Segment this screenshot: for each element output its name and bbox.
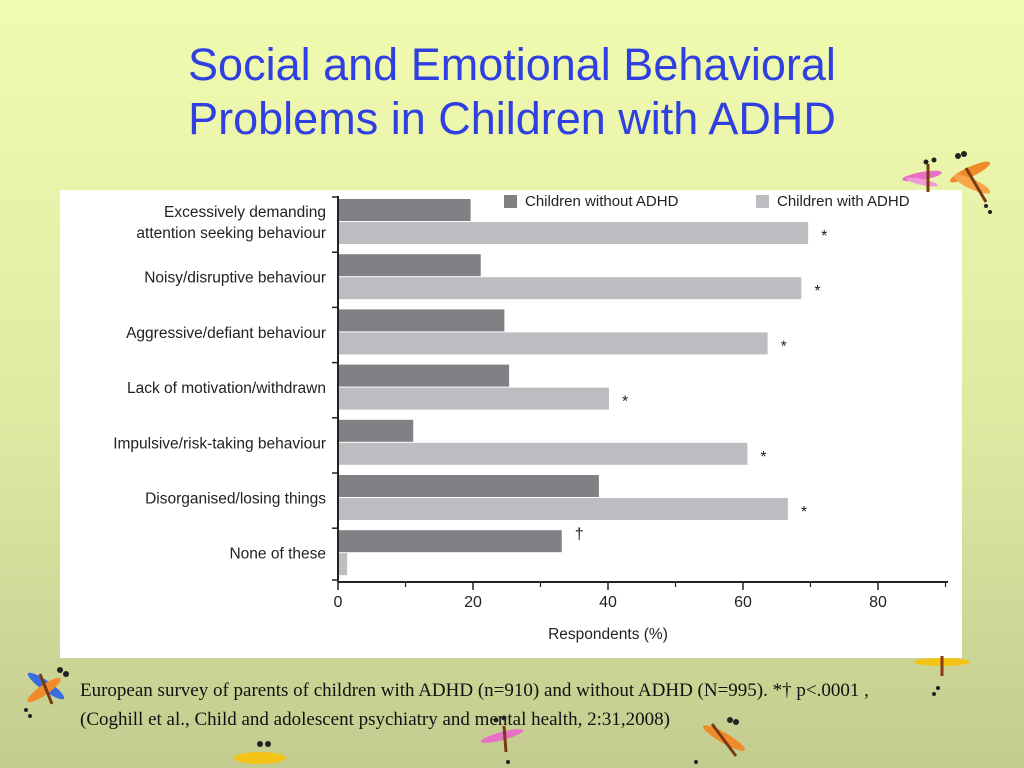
slide-title-line-1: Social and Emotional Behavioral	[188, 39, 836, 90]
significance-marker: *	[821, 228, 827, 245]
dragonfly-icon	[24, 667, 69, 718]
category-label: Excessively demanding	[164, 204, 326, 221]
survey-caption: European survey of parents of children w…	[80, 680, 869, 730]
significance-marker: *	[801, 504, 807, 521]
significance-marker: *	[814, 283, 820, 300]
dragonfly-icon	[234, 741, 286, 764]
significance-marker: †	[575, 526, 584, 543]
category-label: Impulsive/risk-taking behaviour	[113, 435, 326, 452]
dragonfly-icon	[480, 715, 524, 764]
category-label: Aggressive/defiant behaviour	[126, 325, 326, 342]
dragonfly-icon	[902, 151, 992, 214]
legend-label: Children with ADHD	[777, 193, 910, 210]
bar-with-adhd	[339, 277, 802, 300]
bar-with-adhd	[339, 222, 809, 244]
category-label: Lack of motivation/withdrawn	[127, 380, 326, 397]
dragonfly-icon	[694, 717, 745, 764]
bar-with-adhd	[339, 387, 609, 410]
bar-without-adhd	[339, 254, 481, 277]
bar-with-adhd	[339, 442, 748, 465]
significance-marker: *	[622, 394, 628, 411]
bar-with-adhd	[339, 498, 788, 520]
category-label: None of these	[229, 546, 326, 563]
bar-with-adhd	[339, 332, 768, 355]
bar-without-adhd	[339, 475, 599, 497]
x-tick-label: 40	[599, 594, 617, 611]
bar-without-adhd	[339, 199, 471, 221]
bar-without-adhd	[339, 530, 562, 553]
legend-label: Children without ADHD	[525, 193, 679, 210]
bar-without-adhd	[339, 419, 414, 442]
x-tick-label: 20	[464, 594, 482, 611]
x-tick-label: 80	[869, 594, 887, 611]
slide-title: Social and Emotional Behavioral Problems…	[0, 38, 1024, 146]
x-tick-label: 60	[734, 594, 752, 611]
slide-title-line-2: Problems in Children with ADHD	[188, 93, 836, 144]
bar-chart-panel: Excessively demanding attention seeking b…	[60, 190, 962, 658]
bar-without-adhd	[339, 364, 510, 387]
bar-chart: Excessively demanding attention seeking b…	[113, 193, 948, 643]
x-tick-label: 0	[334, 594, 343, 611]
bar-with-adhd	[339, 553, 348, 576]
bar-without-adhd	[339, 309, 505, 332]
significance-marker: *	[781, 338, 787, 355]
legend-swatch	[756, 195, 769, 208]
legend-swatch	[504, 195, 517, 208]
x-axis-label: Respondents (%)	[548, 626, 668, 643]
significance-marker: *	[760, 449, 766, 466]
dragonfly-icon	[914, 656, 970, 696]
category-label: attention seeking behaviour	[136, 225, 326, 242]
category-label: Disorganised/losing things	[145, 491, 326, 508]
category-label: Noisy/disruptive behaviour	[144, 270, 326, 287]
